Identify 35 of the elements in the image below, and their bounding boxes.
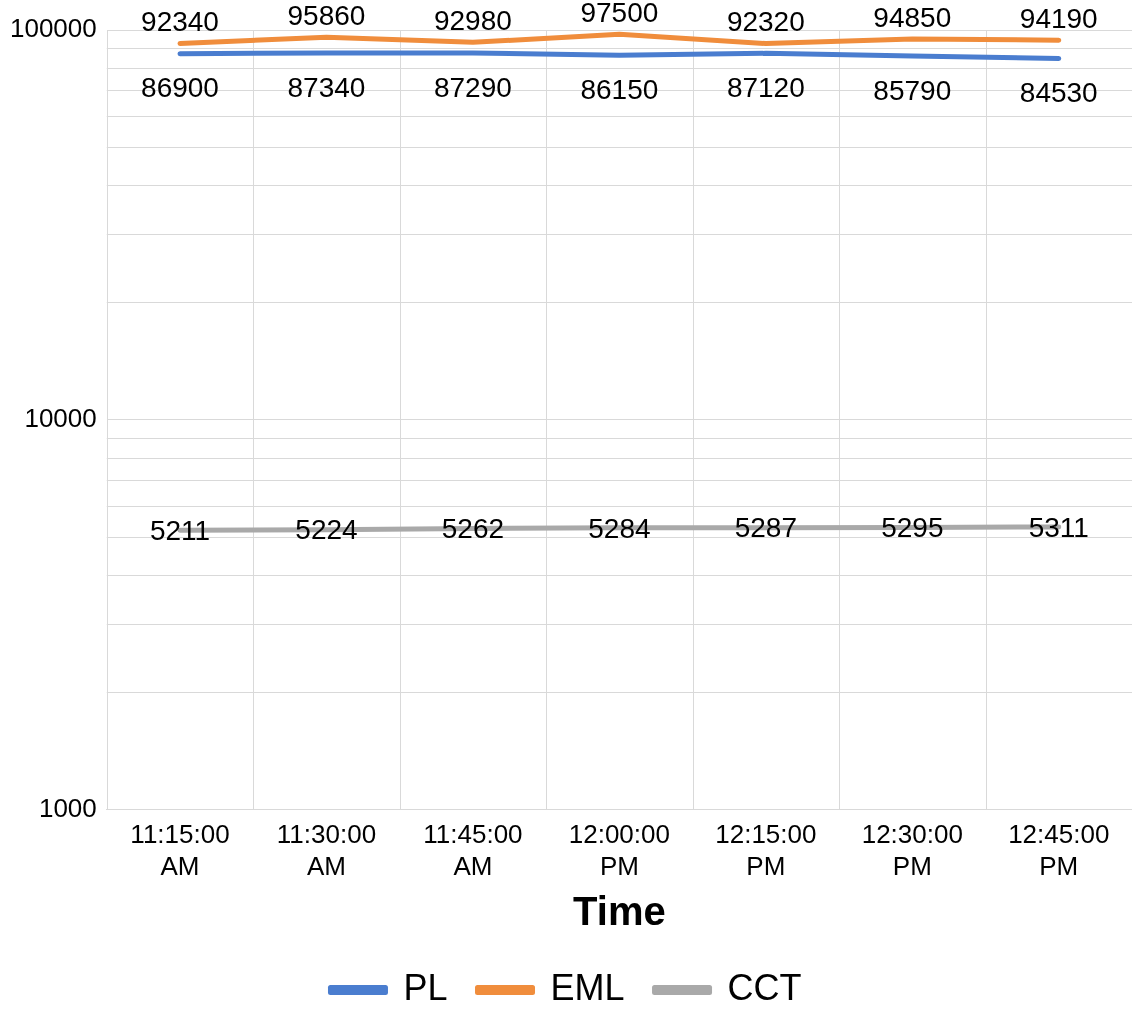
data-label: 94190 [1019, 2, 1098, 34]
data-label: 5211 [149, 514, 211, 546]
data-label: 84530 [1019, 77, 1098, 109]
y-tick-label: 10000 [24, 402, 97, 433]
y-tick-label: 100000 [9, 13, 97, 44]
data-label: 5287 [734, 512, 797, 544]
data-label: 86900 [141, 72, 219, 104]
y-tick-label: 1000 [38, 792, 97, 823]
data-label: 95860 [287, 0, 366, 31]
data-label: 5284 [588, 512, 651, 544]
data-label: 92980 [433, 5, 512, 37]
data-label: 92340 [141, 6, 219, 38]
data-label: 87290 [433, 71, 512, 103]
data-label: 5311 [1028, 511, 1089, 543]
x-tick-label: 12:00:00 PM [568, 819, 670, 881]
legend-label: EML [550, 966, 625, 1008]
data-label: 97500 [580, 0, 659, 28]
x-axis-title: Time [573, 889, 666, 934]
legend-label: PL [403, 966, 448, 1008]
x-tick-label: 12:15:00 PM [715, 819, 817, 881]
data-label: 5295 [881, 512, 944, 544]
data-label: 86150 [580, 73, 659, 105]
x-tick-label: 11:45:00 AM [423, 819, 523, 881]
data-label: 87340 [287, 71, 366, 103]
data-label: 5262 [441, 513, 505, 545]
x-tick-label: 11:30:00 AM [276, 819, 377, 881]
data-label: 5224 [295, 514, 358, 546]
data-label: 92320 [726, 6, 805, 38]
x-tick-label: 12:30:00 PM [861, 819, 963, 881]
data-label: 87120 [726, 72, 805, 104]
legend-label: CCT [727, 966, 802, 1008]
x-tick-label: 12:45:00 PM [1008, 819, 1110, 881]
x-tick-label: 11:15:00 AM [130, 819, 230, 881]
data-label: 85790 [873, 74, 952, 106]
data-label: 94850 [873, 1, 952, 33]
